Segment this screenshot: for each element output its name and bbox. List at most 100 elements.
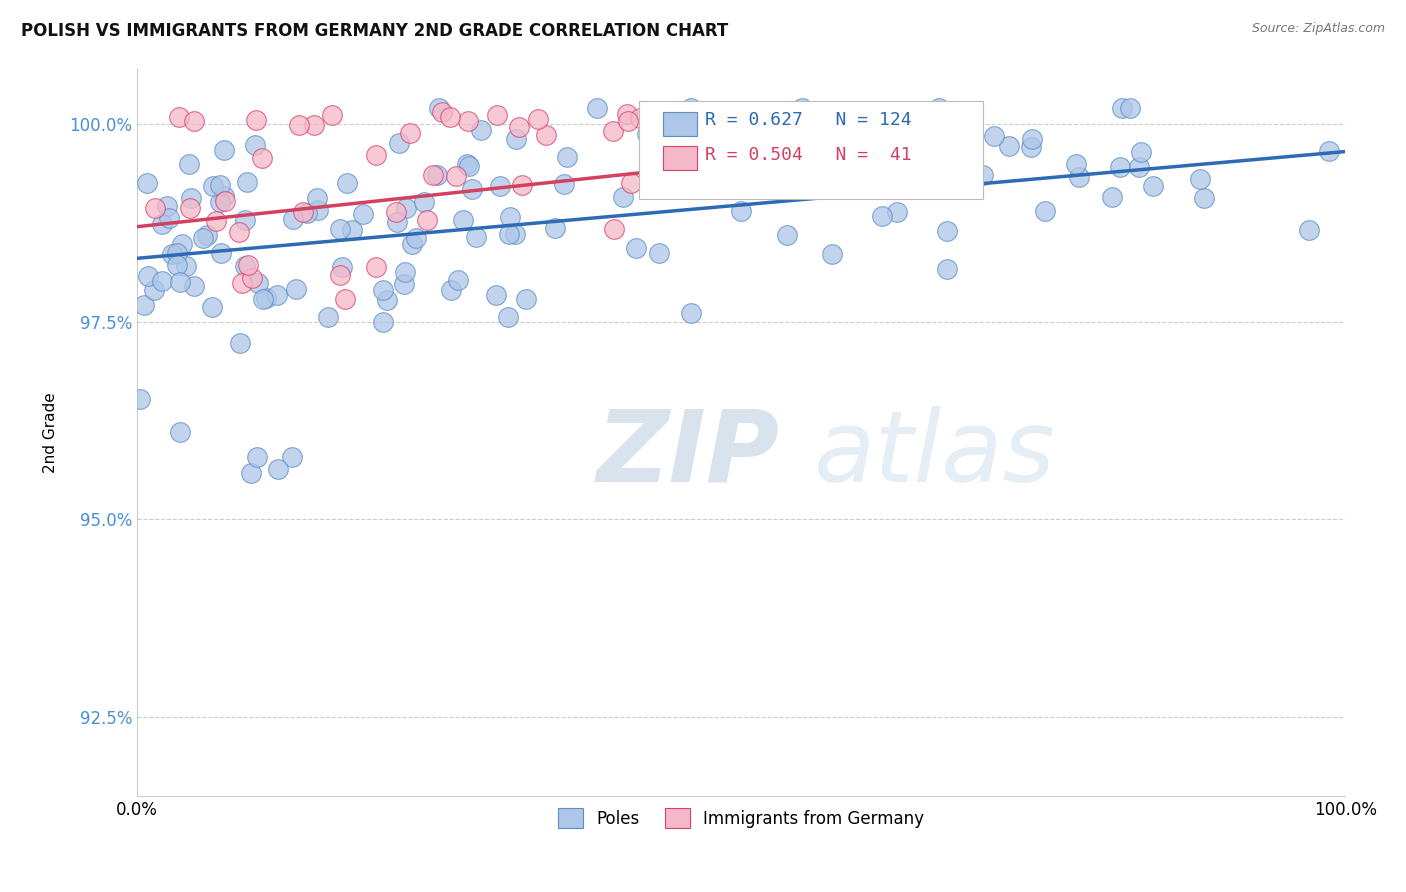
Point xyxy=(169,110,191,124)
Point xyxy=(228,225,250,239)
Point xyxy=(1298,222,1320,236)
Point xyxy=(616,114,638,128)
Point xyxy=(456,157,478,171)
Point xyxy=(398,126,420,140)
Point xyxy=(810,171,832,186)
Text: Source: ZipAtlas.com: Source: ZipAtlas.com xyxy=(1251,22,1385,36)
Point xyxy=(1130,145,1153,160)
Point xyxy=(281,211,304,226)
Point xyxy=(553,177,575,191)
Point xyxy=(1064,157,1087,171)
Point xyxy=(330,260,353,274)
Point xyxy=(508,120,530,134)
Point xyxy=(432,105,454,120)
Point xyxy=(457,114,479,128)
Point xyxy=(1128,160,1150,174)
Point xyxy=(447,273,470,287)
Point xyxy=(352,207,374,221)
Point xyxy=(503,227,526,241)
Point xyxy=(585,101,607,115)
Point xyxy=(150,274,173,288)
Point xyxy=(254,291,277,305)
Point xyxy=(385,205,408,219)
Point xyxy=(160,247,183,261)
Point xyxy=(214,194,236,208)
Point xyxy=(287,118,309,132)
Point xyxy=(738,182,761,196)
Point xyxy=(792,101,814,115)
Point xyxy=(364,260,387,274)
Point xyxy=(328,268,350,282)
Point xyxy=(214,144,236,158)
Point xyxy=(444,169,467,183)
Point xyxy=(340,222,363,236)
Point xyxy=(458,160,481,174)
Point xyxy=(461,182,484,196)
Point xyxy=(297,206,319,220)
Point xyxy=(236,259,259,273)
Point xyxy=(1019,139,1042,153)
Point xyxy=(998,138,1021,153)
Point xyxy=(527,112,550,127)
Point xyxy=(245,137,267,152)
Point xyxy=(179,156,201,170)
Point xyxy=(174,259,197,273)
Point xyxy=(1101,190,1123,204)
Text: atlas: atlas xyxy=(814,406,1056,502)
Point xyxy=(329,221,352,235)
Point xyxy=(231,276,253,290)
Point xyxy=(1109,160,1132,174)
Point xyxy=(394,265,416,279)
Point xyxy=(375,293,398,307)
Point xyxy=(401,237,423,252)
Point xyxy=(195,228,218,243)
Y-axis label: 2nd Grade: 2nd Grade xyxy=(44,392,58,473)
Point xyxy=(936,224,959,238)
Point xyxy=(267,462,290,476)
Point xyxy=(624,241,647,255)
Point xyxy=(426,168,449,182)
Point xyxy=(603,222,626,236)
Text: R = 0.504   N =  41: R = 0.504 N = 41 xyxy=(704,146,911,164)
Point xyxy=(505,132,527,146)
Point xyxy=(132,298,155,312)
Point xyxy=(1118,101,1140,115)
Point xyxy=(155,199,177,213)
Point xyxy=(1192,191,1215,205)
Point xyxy=(209,246,232,260)
Point xyxy=(602,124,624,138)
Point xyxy=(651,142,673,156)
Point xyxy=(245,112,267,127)
Point xyxy=(208,194,231,209)
Point xyxy=(157,211,180,226)
Point xyxy=(191,231,214,245)
Point xyxy=(1188,172,1211,186)
Point xyxy=(291,205,314,219)
Point xyxy=(820,247,842,261)
Point xyxy=(544,221,567,235)
Point xyxy=(366,148,388,162)
Point xyxy=(179,202,201,216)
Point xyxy=(730,204,752,219)
Point xyxy=(470,123,492,137)
Text: POLISH VS IMMIGRANTS FROM GERMANY 2ND GRADE CORRELATION CHART: POLISH VS IMMIGRANTS FROM GERMANY 2ND GR… xyxy=(21,22,728,40)
Point xyxy=(183,114,205,128)
Legend: Poles, Immigrants from Germany: Poles, Immigrants from Germany xyxy=(551,801,931,835)
Point xyxy=(557,150,579,164)
Point xyxy=(983,129,1005,144)
Point xyxy=(205,214,228,228)
Point xyxy=(307,202,329,217)
Point xyxy=(150,217,173,231)
Point xyxy=(1142,178,1164,193)
Point xyxy=(229,336,252,351)
Point xyxy=(872,209,894,223)
Point xyxy=(510,178,533,193)
Point xyxy=(240,271,263,285)
Point xyxy=(1035,204,1057,219)
Point xyxy=(499,210,522,224)
Point xyxy=(628,111,651,125)
Point xyxy=(142,283,165,297)
Point xyxy=(422,168,444,182)
Point xyxy=(145,202,167,216)
Point xyxy=(413,195,436,210)
